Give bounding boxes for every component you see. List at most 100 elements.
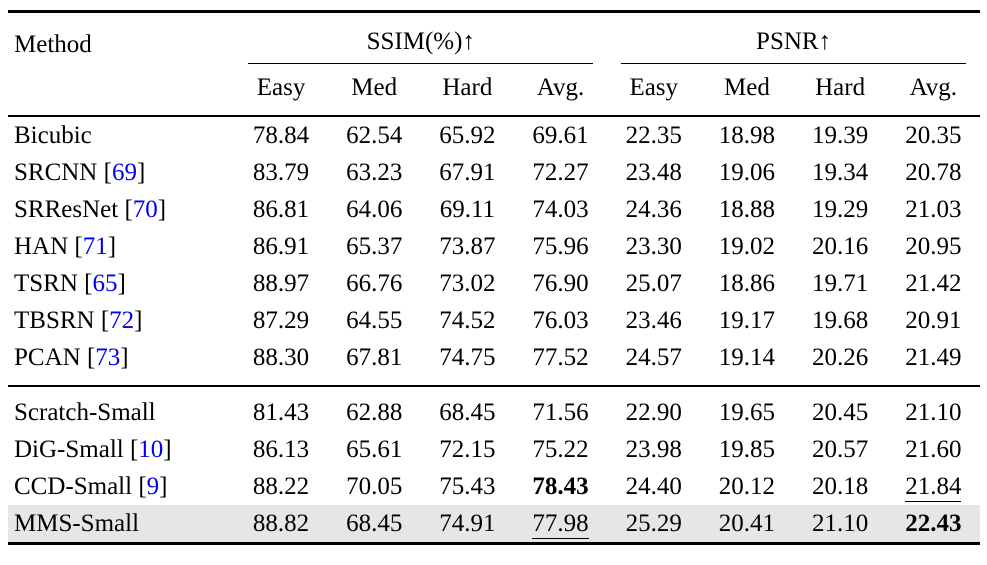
citation-link[interactable]: 10 [138, 436, 164, 463]
table-body: Bicubic 78.84 62.54 65.92 69.61 22.35 18.98 19.… [8, 116, 980, 544]
value-cell: 64.55 [346, 307, 403, 334]
value-cell: 22.43 [905, 510, 962, 537]
value-cell: 25.29 [625, 510, 682, 537]
value-cell: 62.54 [346, 122, 403, 149]
table-row: DiG-Small [10] 86.13 65.61 72.15 75.22 23.98 1… [8, 431, 980, 468]
citation-link[interactable]: 65 [92, 270, 118, 297]
method-cell: Bicubic [14, 122, 92, 149]
value-cell: 86.91 [252, 233, 310, 260]
value-cell: 78.43 [532, 473, 589, 500]
value-cell: 21.10 [886, 385, 980, 431]
value-cell: 75.43 [439, 473, 496, 500]
value-cell: 19.17 [718, 307, 776, 334]
method-column-header: Method [8, 11, 235, 117]
value-cell: 65.92 [439, 122, 496, 149]
value-cell: 25.07 [625, 270, 682, 297]
value-cell: 21.03 [905, 196, 962, 223]
value-cell: 19.06 [718, 159, 776, 186]
citation-link[interactable]: 73 [95, 344, 121, 371]
value-cell: 68.45 [420, 385, 514, 431]
citation-link[interactable]: 72 [109, 307, 135, 334]
table-row: CCD-Small [9] 88.22 70.05 75.43 78.43 24.40 20… [8, 468, 980, 505]
psnr-group-header: PSNR↑ [607, 12, 980, 64]
method-cell: Scratch-Small [8, 385, 235, 431]
citation-link[interactable]: 70 [132, 196, 158, 223]
value-cell: 75.22 [532, 436, 589, 463]
value-cell: 19.34 [811, 159, 869, 186]
table-row: TBSRN [72] 87.29 64.55 74.52 76.03 23.46 19.17… [8, 302, 980, 339]
value-cell: 20.12 [718, 473, 776, 500]
value-cell: 88.22 [252, 473, 310, 500]
psnr-easy-header: Easy [607, 64, 701, 117]
value-cell: 74.75 [439, 344, 496, 371]
table-row: TSRN [65] 88.97 66.76 73.02 76.90 25.07 18.86 1… [8, 265, 980, 302]
method-cell: PCAN [73] [14, 344, 129, 371]
value-cell: 20.18 [811, 473, 869, 500]
citation-link[interactable]: 71 [82, 233, 108, 260]
psnr-group-label: PSNR↑ [621, 26, 966, 64]
value-cell: 62.88 [327, 385, 421, 431]
value-cell: 88.97 [252, 270, 310, 297]
ssim-easy-header: Easy [234, 64, 328, 117]
table-row: SRResNet [70] 86.81 64.06 69.11 74.03 24.36 18… [8, 191, 980, 228]
value-cell: 21.10 [811, 510, 869, 537]
value-cell: 23.98 [625, 436, 682, 463]
sub-header-row: Easy Med Hard Avg. Easy Med Hard Avg. [8, 64, 980, 117]
value-cell: 74.52 [439, 307, 496, 334]
value-cell: 23.48 [625, 159, 682, 186]
group-header-row: Method SSIM(%)↑ PSNR↑ [8, 11, 980, 117]
method-cell: TBSRN [72] [14, 307, 143, 334]
value-cell: 88.82 [252, 510, 310, 537]
psnr-avg-header: Avg. [886, 64, 980, 117]
value-cell: 24.40 [625, 473, 682, 500]
value-cell: 76.90 [532, 270, 589, 297]
ssim-group-header: SSIM(%)↑ [234, 12, 607, 64]
value-cell: 69.11 [439, 196, 496, 223]
value-cell: 86.81 [252, 196, 310, 223]
value-cell: 74.91 [439, 510, 496, 537]
value-cell: 66.76 [346, 270, 403, 297]
value-cell: 70.05 [346, 473, 403, 500]
value-cell: 20.45 [793, 385, 887, 431]
table-row: Scratch-Small 81.43 62.88 68.45 71.56 22.90 19… [8, 385, 980, 431]
citation-link[interactable]: 69 [111, 159, 137, 186]
ssim-group-label: SSIM(%)↑ [248, 26, 594, 64]
value-cell: 19.85 [718, 436, 776, 463]
table-row: HAN [71] 86.91 65.37 73.87 75.96 23.30 19.02 20… [8, 228, 980, 265]
method-cell: HAN [71] [14, 233, 117, 260]
value-cell: 20.57 [811, 436, 869, 463]
ssim-hard-header: Hard [420, 64, 514, 117]
value-cell: 19.02 [718, 233, 776, 260]
citation-link[interactable]: 9 [146, 473, 160, 500]
value-cell: 65.37 [346, 233, 403, 260]
value-cell: 19.68 [811, 307, 869, 334]
value-cell: 19.71 [811, 270, 869, 297]
value-cell: 22.35 [625, 122, 682, 149]
method-cell: MMS-Small [14, 510, 140, 537]
value-cell: 18.98 [718, 122, 776, 149]
table-row: Bicubic 78.84 62.54 65.92 69.61 22.35 18.98 19.… [8, 116, 980, 154]
value-cell: 18.86 [718, 270, 776, 297]
method-cell: CCD-Small [9] [14, 473, 168, 500]
value-cell: 19.39 [811, 122, 869, 149]
value-cell: 23.30 [625, 233, 682, 260]
ssim-avg-header: Avg. [513, 64, 608, 117]
value-cell: 76.03 [532, 307, 589, 334]
method-cell: SRCNN [69] [14, 159, 146, 186]
value-cell: 65.61 [346, 436, 403, 463]
value-cell: 87.29 [252, 307, 310, 334]
value-cell: 83.79 [252, 159, 310, 186]
method-cell: SRResNet [70] [14, 196, 167, 223]
table-row: PCAN [73] 88.30 67.81 74.75 77.52 24.57 19.14 2… [8, 339, 980, 386]
ssim-med-header: Med [327, 64, 421, 117]
value-cell: 19.65 [700, 385, 794, 431]
value-cell: 64.06 [346, 196, 403, 223]
results-table: Method SSIM(%)↑ PSNR↑ Easy Med Hard Avg.… [8, 10, 980, 545]
value-cell: 20.16 [811, 233, 869, 260]
method-cell: TSRN [65] [14, 270, 126, 297]
value-cell: 68.45 [346, 510, 403, 537]
value-cell: 22.90 [607, 385, 701, 431]
value-cell: 18.88 [718, 196, 776, 223]
value-cell: 73.87 [439, 233, 496, 260]
